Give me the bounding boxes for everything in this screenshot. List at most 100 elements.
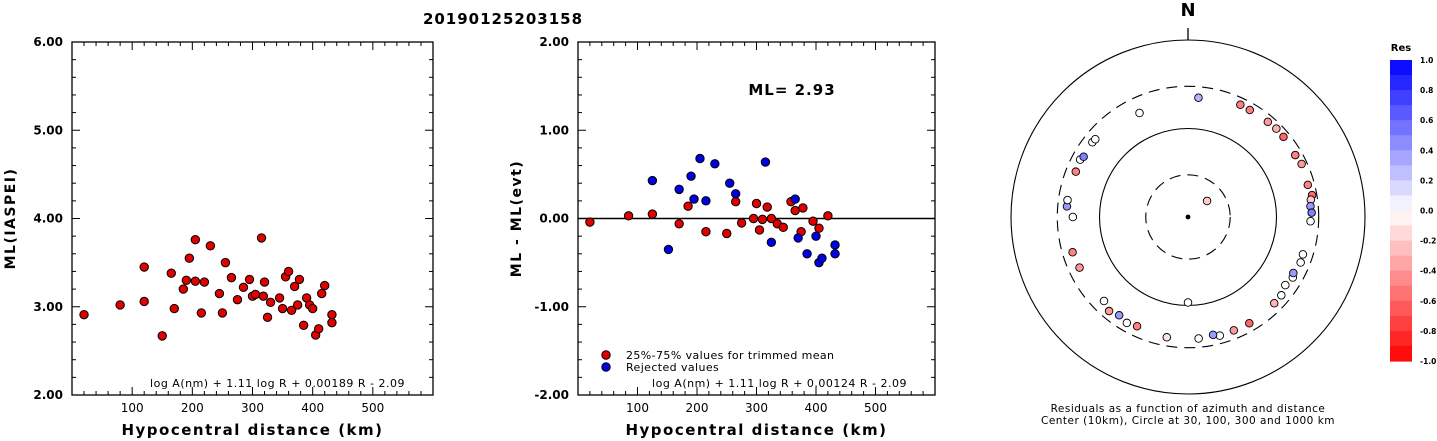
res-plot-point xyxy=(623,211,634,221)
polar-ring-30km xyxy=(1145,174,1231,260)
mag-plot-point xyxy=(250,289,261,300)
res-plot-point xyxy=(686,171,696,181)
polar-point xyxy=(1236,100,1245,109)
colorbar-tick-label: -0.8 xyxy=(1420,327,1436,336)
mag-plot-x-tick-label: 500 xyxy=(361,401,384,415)
legend-marker xyxy=(601,350,611,360)
polar-center-dot xyxy=(1185,214,1191,220)
mag-plot-point xyxy=(238,282,249,293)
res-plot-point xyxy=(701,196,711,206)
res-plot-y-tick-label: 1.00 xyxy=(539,123,569,137)
colorbar-tick-label: 0.2 xyxy=(1420,176,1433,185)
mag-plot-point xyxy=(115,300,125,310)
mag-plot-y-tick-label: 6.00 xyxy=(33,35,63,49)
mag-plot-y-tick-label: 2.00 xyxy=(33,388,63,402)
colorbar-segment xyxy=(1390,135,1412,151)
polar-point xyxy=(1135,108,1144,118)
res-plot-y-tick-label: -2.00 xyxy=(534,388,569,402)
colorbar-segment xyxy=(1390,75,1412,91)
residual-vs-distance-plot: 100 200 300 400 500 -2.00 -1.00 0.00 1.00 2.00 Hyp… xyxy=(509,35,936,439)
mag-plot-x-tick-label: 100 xyxy=(121,401,144,415)
mag-plot-point xyxy=(226,272,237,283)
res-plot-x-tick-label: 300 xyxy=(745,401,768,415)
mag-plot-point xyxy=(265,297,276,308)
legend-marker xyxy=(601,362,611,372)
res-plot-point xyxy=(674,184,684,195)
res-plot-point xyxy=(814,223,824,233)
colorbar-segment xyxy=(1390,60,1412,76)
mag-plot-point xyxy=(157,331,167,341)
mag-plot-point xyxy=(262,312,273,323)
polar-point xyxy=(1289,268,1298,278)
res-plot-point xyxy=(674,219,684,229)
mag-plot-point xyxy=(232,294,243,305)
colorbar-tick-label: -1.0 xyxy=(1420,357,1436,366)
mag-plot-point xyxy=(184,253,195,263)
ml-value-label: ML= 2.93 xyxy=(748,81,835,99)
mag-plot-point xyxy=(190,234,201,245)
legend-label: 25%-75% values for trimmed mean xyxy=(626,349,834,362)
mag-plot-point xyxy=(205,241,216,251)
mag-plot-point xyxy=(190,276,201,286)
colorbar-segment xyxy=(1390,120,1412,136)
colorbar-segment xyxy=(1390,255,1412,272)
mag-plot-point xyxy=(320,280,330,291)
polar-point xyxy=(1183,298,1193,307)
colorbar-title: Res xyxy=(1391,43,1411,54)
res-plot-point xyxy=(790,194,800,204)
polar-point xyxy=(1068,248,1077,257)
res-plot-point xyxy=(683,201,693,211)
magnitude-vs-distance-plot: 100 200 300 400 500 2.00 3.00 4.00 5.00 6.00 Hypoc… xyxy=(3,35,434,439)
polar-point xyxy=(1307,208,1316,217)
mag-plot-point xyxy=(214,288,225,299)
mag-plot-point xyxy=(256,233,267,243)
res-plot-x-tick-label: 400 xyxy=(805,401,828,415)
mag-plot-point xyxy=(259,277,270,287)
res-plot-point xyxy=(647,175,658,186)
polar-point xyxy=(1104,306,1114,316)
res-plot-point xyxy=(823,211,833,221)
colorbar-tick-label: 1.0 xyxy=(1420,56,1433,65)
colorbar-tick-label: 0.6 xyxy=(1420,116,1433,125)
res-plot-point xyxy=(808,216,818,226)
mag-plot-point xyxy=(277,303,288,314)
mag-plot-frame xyxy=(71,41,434,396)
mag-plot-y-tick-label: 3.00 xyxy=(33,300,63,314)
polar-point xyxy=(1245,105,1255,115)
colorbar-segment xyxy=(1390,105,1412,121)
res-plot-point xyxy=(647,209,658,219)
colorbar-tick-label: 0.8 xyxy=(1420,86,1433,95)
mag-plot-point xyxy=(289,281,300,292)
mag-plot-point xyxy=(327,309,337,320)
north-label: N xyxy=(1180,0,1195,21)
mag-plot-y-axis-label: ML(IASPEI) xyxy=(3,168,19,270)
mag-plot-point xyxy=(292,300,303,310)
mag-plot-point xyxy=(139,296,149,307)
polar-ring-300km xyxy=(1056,85,1320,349)
colorbar-tick-label: -0.6 xyxy=(1420,297,1436,306)
residual-colorbar: Res 1.0 0.8 0.6 0.4 0.2 0.0 -0.2 -0.4 -0.6 -0.8 -1.… xyxy=(1390,43,1436,366)
polar-point xyxy=(1068,212,1078,222)
polar-point xyxy=(1277,291,1286,300)
mag-plot-point xyxy=(178,284,189,294)
res-plot-formula: log A(nm) + 1.11 log R + 0.00124 R - 2.0… xyxy=(652,377,907,390)
res-plot-point xyxy=(762,202,772,212)
colorbar-tick-label: 0.4 xyxy=(1420,146,1433,155)
polar-point xyxy=(1298,250,1308,259)
colorbar-tick-label: -0.2 xyxy=(1420,237,1436,246)
polar-caption-line1: Residuals as a function of azimuth and d… xyxy=(1051,403,1326,415)
res-plot-point xyxy=(585,217,595,227)
polar-point xyxy=(1162,333,1172,342)
polar-point xyxy=(1263,117,1273,127)
res-plot-y-axis-label: ML - ML(evt) xyxy=(509,160,525,277)
mag-plot-point xyxy=(274,293,285,303)
res-plot-point xyxy=(695,153,705,164)
res-plot-y-tick-label: 0.00 xyxy=(539,212,569,226)
mag-plot-point xyxy=(139,262,149,272)
polar-point xyxy=(1132,321,1142,331)
polar-point xyxy=(1079,152,1088,161)
res-plot-point xyxy=(736,218,747,228)
res-plot-point xyxy=(689,194,699,204)
res-plot-point xyxy=(725,178,735,188)
mag-plot-x-tick-label: 400 xyxy=(301,401,324,415)
